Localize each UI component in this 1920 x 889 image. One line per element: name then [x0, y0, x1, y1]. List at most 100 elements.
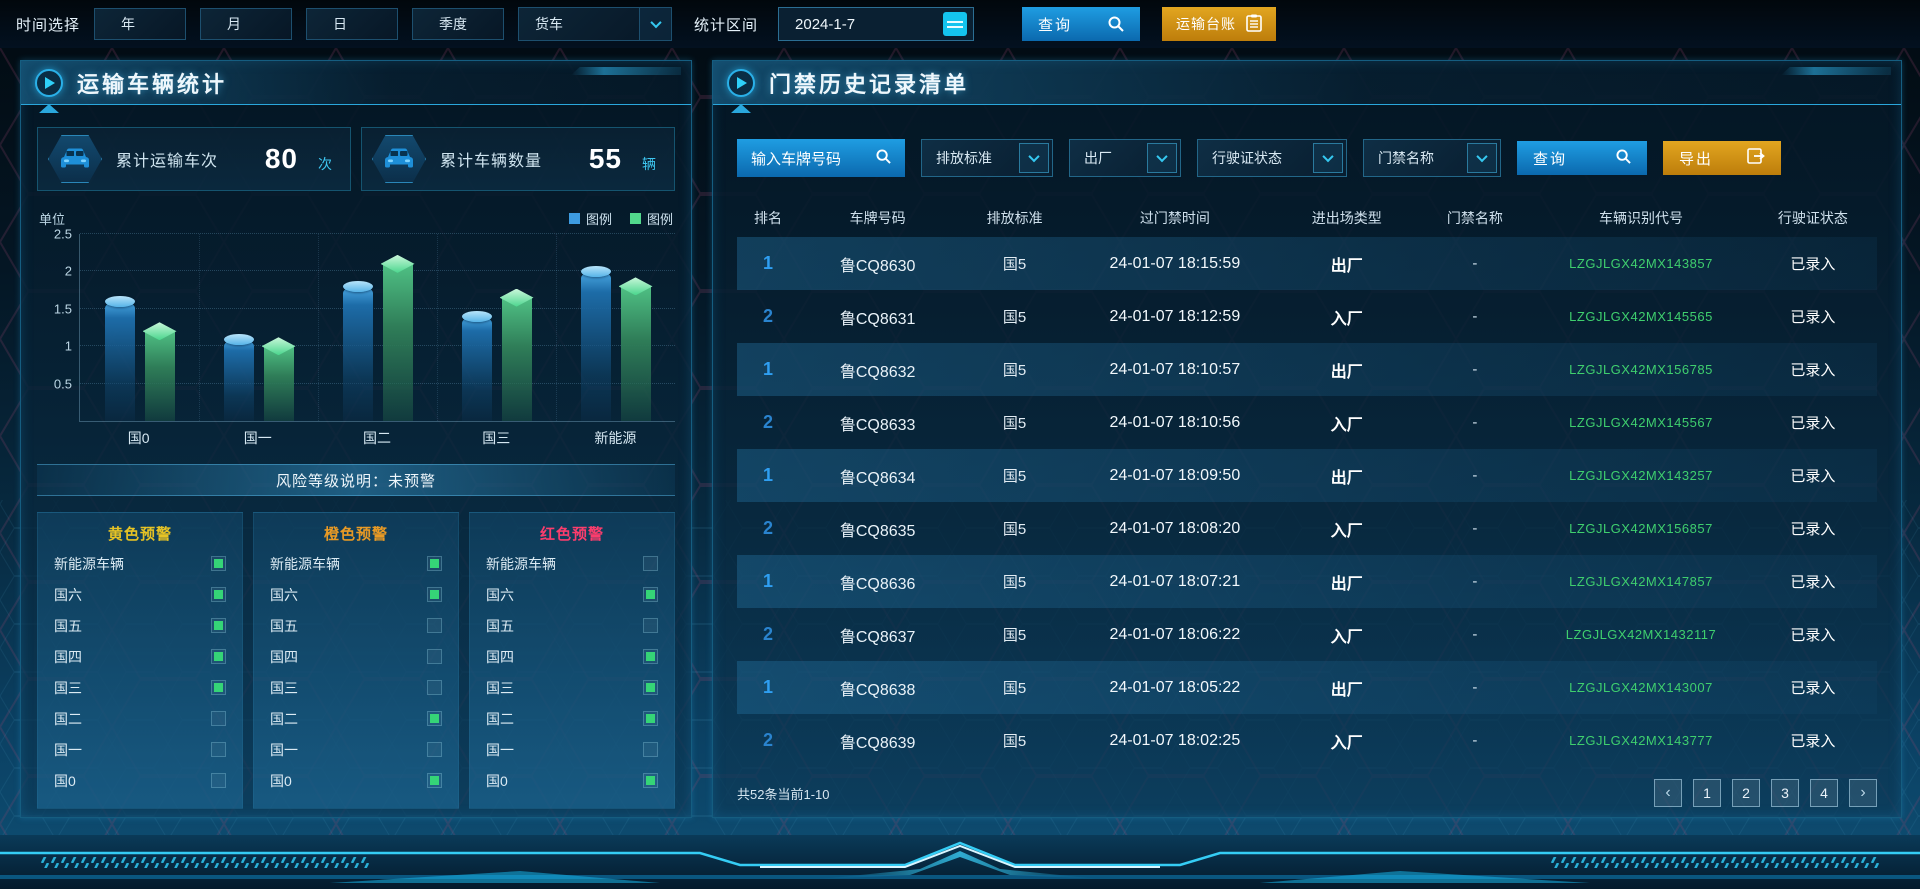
transport-ledger-button[interactable]: 运输台账	[1162, 7, 1277, 41]
vin-cell: LZGJLGX42MX156857	[1569, 521, 1713, 536]
bar-cap	[499, 288, 534, 307]
stat-card: 累计运输车次 80 次	[37, 127, 351, 191]
plate-cell: 鲁CQ8638	[839, 681, 916, 699]
warning-checkbox[interactable]	[211, 680, 226, 695]
footer-decoration	[0, 827, 1920, 889]
warning-checkbox[interactable]	[643, 618, 658, 633]
table-row[interactable]: 1 鲁CQ8638 国5 24-01-07 18:05:22 出厂 - LZGJLGX42M…	[737, 661, 1877, 714]
table-row[interactable]: 2 鲁CQ8635 国5 24-01-07 18:08:20 入厂 - LZGJLGX42M…	[737, 502, 1877, 555]
stat-unit: 辆	[642, 156, 656, 172]
warning-item-label: 国二	[270, 710, 298, 727]
warning-checkbox[interactable]	[427, 587, 442, 602]
emission-standard-cell: 国5	[1002, 415, 1027, 432]
warning-checkbox[interactable]	[211, 587, 226, 602]
warning-checkbox[interactable]	[211, 773, 226, 788]
warning-checkbox[interactable]	[643, 556, 658, 571]
warning-checkbox[interactable]	[211, 556, 226, 571]
page-button[interactable]: 3	[1771, 779, 1799, 807]
license-status-cell: 已录入	[1790, 733, 1836, 750]
gate-time-cell: 24-01-07 18:07:21	[1109, 572, 1241, 590]
query-button[interactable]: 查询	[1022, 7, 1141, 41]
warning-checkbox[interactable]	[211, 649, 226, 664]
warning-item-label: 国0	[270, 772, 292, 789]
table-row[interactable]: 2 鲁CQ8633 国5 24-01-07 18:10:56 入厂 - LZGJLGX42M…	[737, 396, 1877, 449]
warning-checkbox[interactable]	[427, 618, 442, 633]
emission-standard-cell: 国5	[1002, 627, 1027, 644]
warning-checkbox[interactable]	[643, 680, 658, 695]
warning-item: 国四	[270, 641, 442, 672]
time-granularity-button[interactable]: 日	[306, 8, 399, 40]
emission-standard-cell: 国5	[1002, 468, 1027, 485]
vehicle-stats-panel-header: 运输车辆统计	[21, 61, 691, 113]
export-button[interactable]: 导出	[1663, 141, 1781, 175]
stat-value: 55	[588, 143, 622, 174]
warning-checkbox[interactable]	[643, 711, 658, 726]
plate-number-input[interactable]: 输入车牌号码	[737, 139, 905, 177]
filter-dropdown[interactable]: 排放标准	[921, 139, 1053, 177]
warning-checkbox[interactable]	[427, 742, 442, 757]
emission-standard-cell: 国5	[1002, 256, 1027, 273]
warning-item: 国三	[270, 672, 442, 703]
warning-checkbox[interactable]	[643, 773, 658, 788]
warning-item-label: 国一	[486, 741, 514, 758]
header-notch-decoration	[731, 104, 751, 113]
table-row[interactable]: 1 鲁CQ8634 国5 24-01-07 18:09:50 出厂 - LZGJLGX42M…	[737, 449, 1877, 502]
warning-item: 国六	[270, 579, 442, 610]
filter-dropdown[interactable]: 门禁名称	[1363, 139, 1501, 177]
license-status-cell: 已录入	[1790, 309, 1836, 326]
warning-checkbox[interactable]	[643, 742, 658, 757]
search-icon	[876, 148, 891, 168]
warning-column: 橙色预警 新能源车辆 国六 国五 国四 国三 国二 国一 国0	[253, 512, 459, 809]
warning-item-label: 国六	[54, 586, 82, 603]
warning-checkbox[interactable]	[211, 711, 226, 726]
next-page-button[interactable]: ›	[1849, 779, 1877, 807]
play-icon	[35, 68, 63, 97]
bar-cap	[142, 322, 177, 341]
table-query-button[interactable]: 查询	[1517, 141, 1647, 175]
date-input[interactable]: 2024-1-7	[778, 7, 975, 41]
filter-dropdown[interactable]: 出厂	[1069, 139, 1181, 177]
warning-checkbox[interactable]	[427, 773, 442, 788]
time-granularity-buttons: 年月日季度	[94, 8, 505, 40]
warning-checkbox[interactable]	[643, 587, 658, 602]
legend-swatch	[629, 213, 641, 224]
filter-dropdown[interactable]: 行驶证状态	[1197, 139, 1347, 177]
table-row[interactable]: 1 鲁CQ8630 国5 24-01-07 18:15:59 出厂 - LZGJLGX42M…	[737, 237, 1877, 290]
time-granularity-button[interactable]: 月	[200, 8, 293, 40]
gate-time-cell: 24-01-07 18:12:59	[1109, 307, 1241, 325]
prev-page-button[interactable]: ‹	[1654, 779, 1682, 807]
time-granularity-button[interactable]: 季度	[412, 8, 505, 40]
corner-decoration	[571, 67, 681, 75]
page-button[interactable]: 2	[1732, 779, 1760, 807]
warning-checkbox[interactable]	[211, 742, 226, 757]
table-row[interactable]: 1 鲁CQ8632 国5 24-01-07 18:10:57 出厂 - LZGJLGX42M…	[737, 343, 1877, 396]
vehicle-type-select[interactable]: 货车	[518, 7, 673, 41]
bar-cap	[380, 254, 415, 273]
warning-title: 黄色预警	[107, 526, 172, 543]
table-row[interactable]: 2 鲁CQ8637 国5 24-01-07 18:06:22 入厂 - LZGJLGX42M…	[737, 608, 1877, 661]
time-granularity-button[interactable]: 年	[94, 8, 187, 40]
warning-checkbox[interactable]	[211, 618, 226, 633]
warning-item-label: 国三	[486, 679, 514, 696]
plate-cell: 鲁CQ8631	[839, 310, 916, 328]
warning-checkbox[interactable]	[643, 649, 658, 664]
green-bar-新能源	[618, 277, 653, 421]
calendar-icon[interactable]	[943, 12, 968, 36]
page-button[interactable]: 4	[1810, 779, 1838, 807]
vin-cell: LZGJLGX42MX143257	[1569, 468, 1713, 483]
export-label: 导出	[1679, 150, 1714, 168]
warning-column: 黄色预警 新能源车辆 国六 国五 国四 国三 国二 国一 国0	[37, 512, 243, 809]
stat-label: 累计车辆数量	[440, 153, 543, 170]
warning-item-label: 国一	[54, 741, 82, 758]
warning-checkbox[interactable]	[427, 680, 442, 695]
table-row[interactable]: 1 鲁CQ8636 国5 24-01-07 18:07:21 出厂 - LZGJLGX42M…	[737, 555, 1877, 608]
table-row[interactable]: 2 鲁CQ8639 国5 24-01-07 18:02:25 入厂 - LZGJLGX42M…	[737, 714, 1877, 767]
warning-checkbox[interactable]	[427, 711, 442, 726]
warning-checkbox[interactable]	[427, 649, 442, 664]
warning-checkbox[interactable]	[427, 556, 442, 571]
page-button[interactable]: 1	[1693, 779, 1721, 807]
legend-label: 图例	[646, 212, 673, 227]
blue-bar-新能源	[580, 266, 611, 421]
table-row[interactable]: 2 鲁CQ8631 国5 24-01-07 18:12:59 入厂 - LZGJLGX42M…	[737, 290, 1877, 343]
entry-exit-type-cell: 出厂	[1330, 363, 1363, 381]
